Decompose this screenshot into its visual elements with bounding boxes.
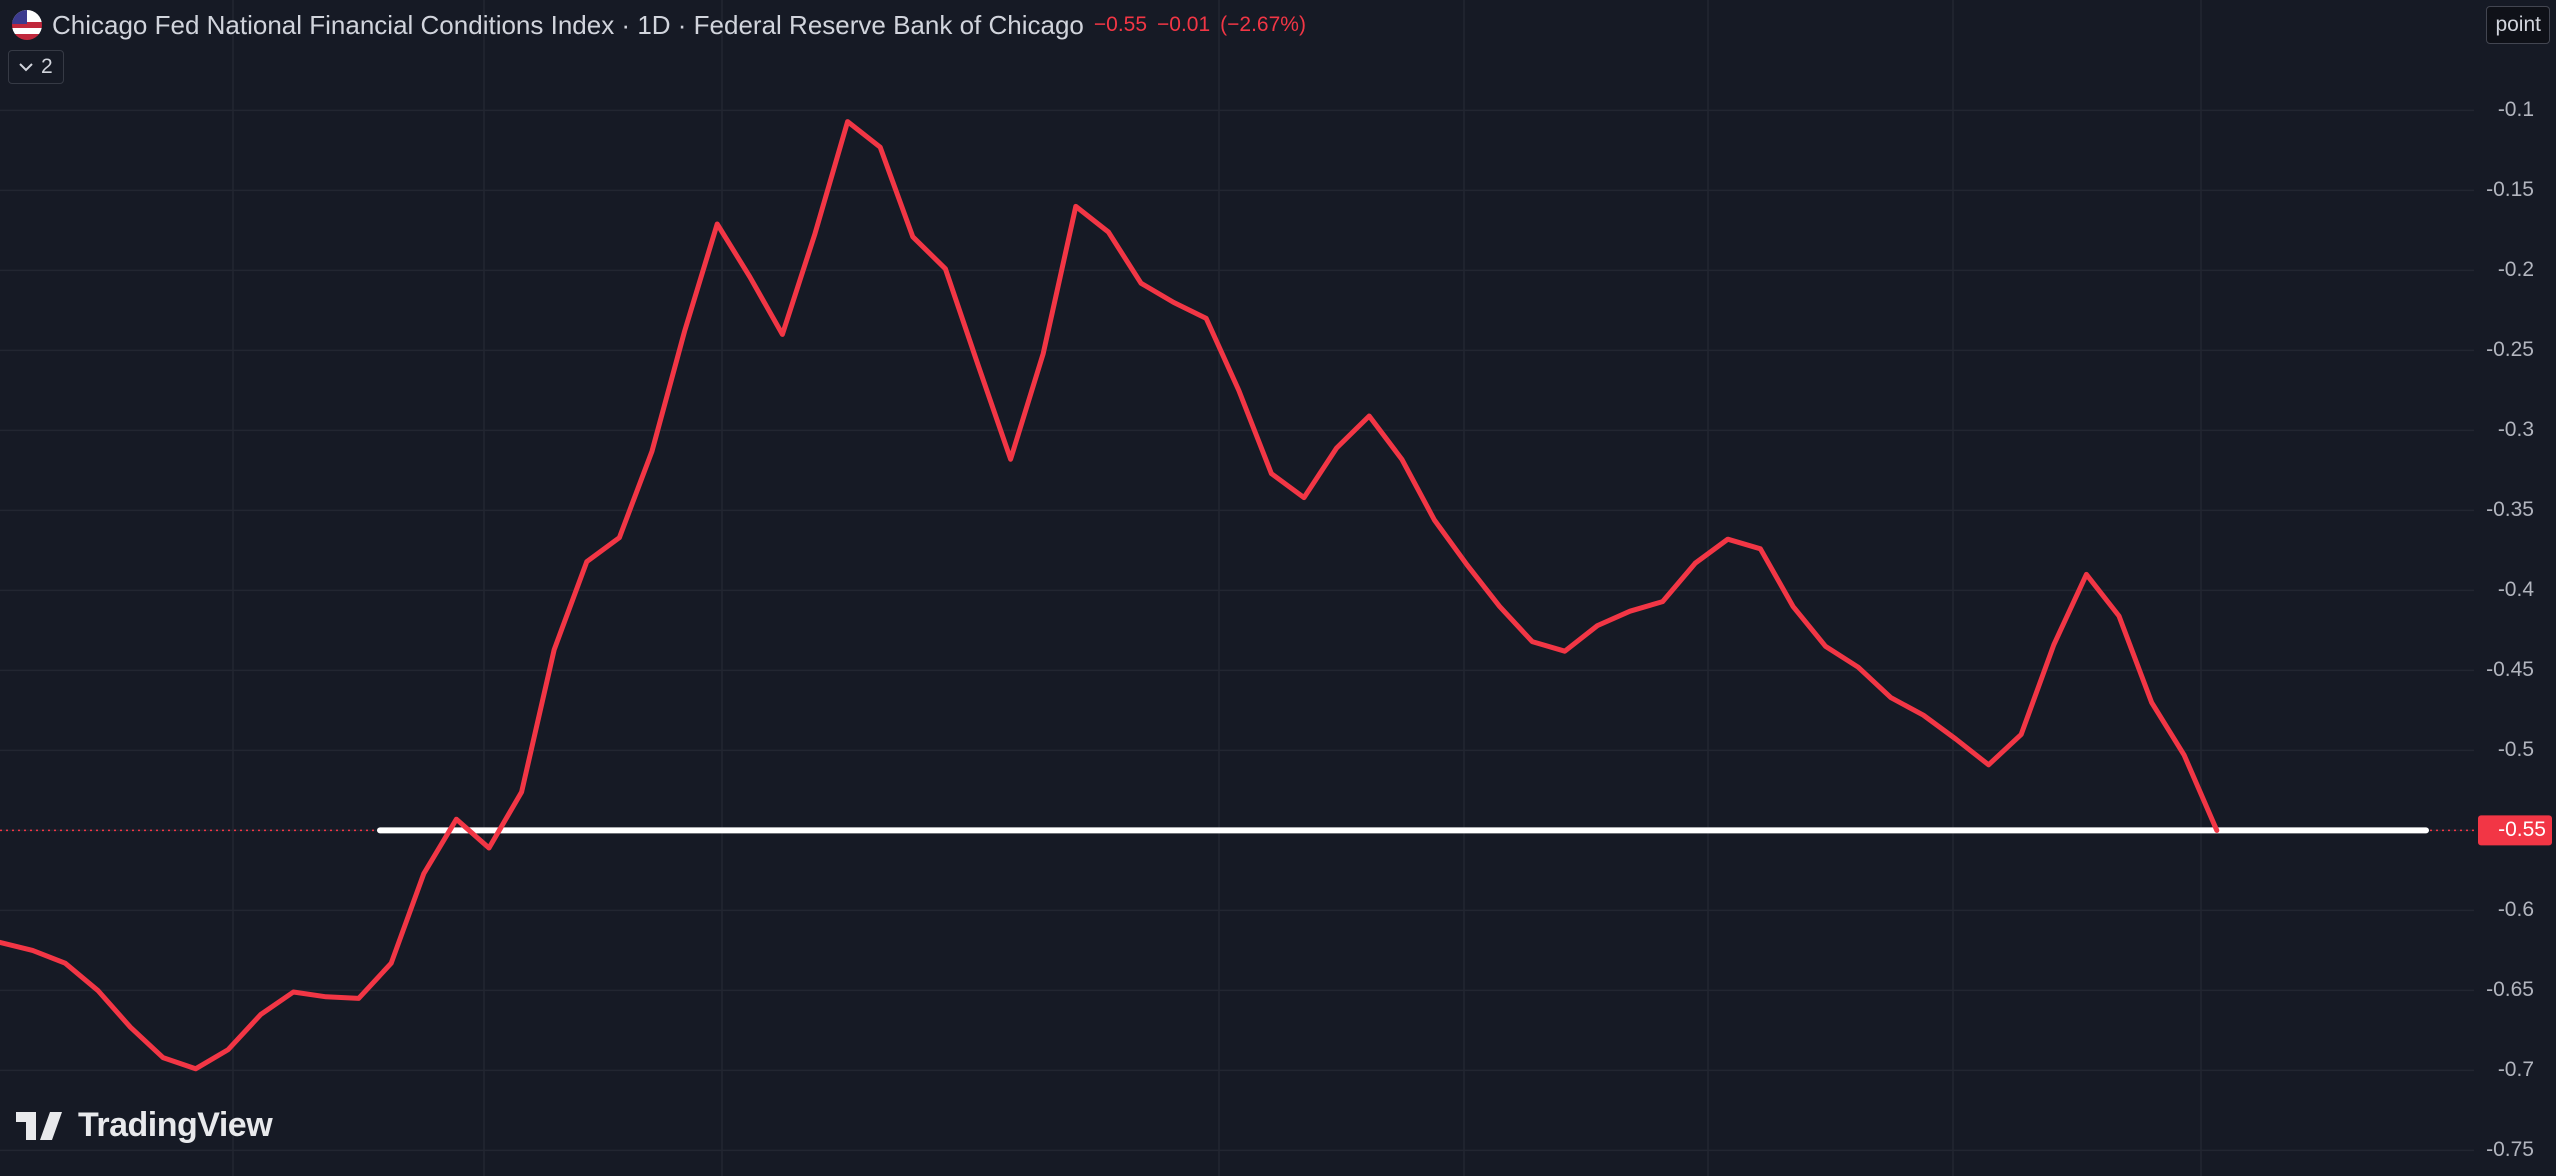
y-tick-label: -0.15 (2486, 178, 2534, 201)
y-tick-label: -0.3 (2498, 418, 2534, 441)
y-tick-label: -0.4 (2498, 578, 2535, 601)
logo-text: TradingView (78, 1106, 273, 1144)
indicators-toggle[interactable]: 2 (8, 50, 64, 84)
series-line (0, 119, 2220, 1072)
change-percent: (−2.67%) (1220, 13, 1306, 36)
legend-header: Chicago Fed National Financial Condition… (12, 8, 1306, 42)
y-tick-label: -0.75 (2486, 1138, 2534, 1161)
last-value-badge (2478, 815, 2552, 846)
y-tick-label: -0.6 (2498, 898, 2534, 921)
chevron-icon (19, 63, 33, 72)
vertical-grid (232, 0, 2202, 1176)
y-tick-label: -0.1 (2498, 98, 2534, 121)
last-value: −0.55 (1093, 13, 1148, 36)
tradingview-logo[interactable]: TradingView (16, 1106, 273, 1145)
flag-icon (12, 10, 42, 40)
last-value-label: -0.55 (2498, 818, 2546, 841)
point-label: point (2495, 13, 2541, 36)
y-tick-label: -0.7 (2498, 1058, 2534, 1081)
y-tick-label: -0.5 (2498, 738, 2534, 761)
change: −0.01 (1157, 13, 1211, 36)
y-tick-label: -0.65 (2486, 978, 2534, 1001)
symbol-title[interactable]: Chicago Fed National Financial Condition… (52, 9, 1084, 40)
logo-icon (16, 1111, 62, 1140)
y-tick-label: -0.45 (2486, 658, 2534, 681)
point-button[interactable]: point (2486, 6, 2550, 44)
y-tick-label: -0.35 (2486, 498, 2534, 521)
y-tick-label: -0.25 (2486, 338, 2534, 361)
y-tick-label: -0.2 (2498, 258, 2534, 281)
indicator-count: 2 (41, 55, 53, 78)
